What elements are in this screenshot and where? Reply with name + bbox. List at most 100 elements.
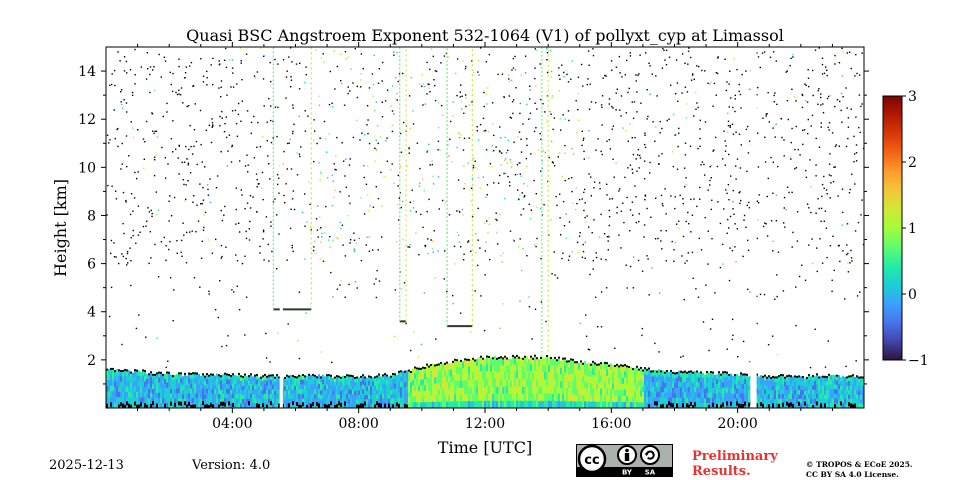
noise-point: [125, 102, 128, 104]
pbl-cell: [200, 380, 202, 386]
pbl-cell: [168, 387, 170, 394]
pbl-column: [128, 370, 130, 408]
pbl-cell: [648, 385, 650, 392]
pbl-cell: [536, 393, 538, 402]
noise-point: [482, 130, 485, 132]
noise-point: [304, 225, 306, 227]
pbl-cell: [304, 403, 306, 408]
noise-point: [549, 49, 552, 52]
noise-point: [317, 205, 319, 207]
pbl-cell: [392, 393, 394, 399]
pbl-top-edge: [248, 375, 250, 378]
noise-point: [426, 210, 428, 213]
pbl-cell: [518, 379, 520, 387]
pbl-cell: [714, 398, 716, 404]
noise-point: [374, 147, 376, 149]
pbl-cell: [164, 388, 166, 394]
pbl-cell: [660, 392, 662, 398]
noise-point: [732, 133, 735, 135]
pbl-cell: [680, 397, 682, 404]
noise-point: [402, 72, 404, 75]
pbl-cell: [378, 393, 380, 399]
noise-point: [845, 145, 848, 148]
pbl-bottom-edge: [688, 404, 690, 408]
noise-point: [677, 145, 679, 148]
pbl-cell: [454, 401, 456, 408]
noise-point: [775, 220, 778, 222]
pbl-column: [244, 373, 246, 408]
pbl-cell: [664, 387, 666, 394]
pbl-cell: [498, 379, 500, 388]
pbl-top-edge: [152, 373, 154, 376]
pbl-cell: [282, 395, 284, 400]
pbl-column: [282, 378, 284, 408]
noise-point: [639, 54, 641, 56]
noise-point: [400, 288, 403, 290]
noise-point: [154, 156, 156, 158]
pbl-column: [132, 372, 134, 408]
pbl-cell: [692, 392, 694, 399]
pbl-cell: [650, 397, 652, 404]
noise-point: [528, 118, 530, 120]
pbl-column: [546, 355, 548, 408]
pbl-cell: [232, 379, 234, 385]
pbl-cell: [550, 400, 552, 408]
pbl-column: [416, 367, 418, 408]
pbl-cell: [576, 375, 578, 383]
pbl-cell: [438, 383, 440, 390]
pbl-column: [122, 370, 124, 408]
pbl-cell: [470, 387, 472, 395]
pbl-cell: [460, 401, 462, 408]
noise-point: [160, 241, 163, 243]
noise-point: [652, 121, 654, 123]
noise-point: [563, 71, 565, 74]
noise-point: [735, 178, 737, 180]
pbl-cell: [626, 366, 628, 373]
pbl-bottom-edge: [748, 402, 750, 407]
pbl-cell: [188, 388, 190, 394]
noise-layer: [106, 47, 864, 369]
pbl-cell: [680, 402, 682, 408]
pbl-cell: [630, 372, 632, 379]
pbl-bottom-edge: [156, 403, 158, 408]
noise-point: [120, 89, 123, 91]
noise-point: [851, 260, 853, 262]
pbl-cell: [450, 388, 452, 396]
noise-point: [699, 186, 701, 189]
noise-point: [664, 188, 666, 190]
pbl-cell: [236, 389, 238, 395]
noise-point: [276, 268, 278, 270]
pbl-cell: [242, 376, 244, 382]
pbl-cell: [702, 377, 704, 384]
noise-point: [635, 158, 637, 160]
pbl-cell: [582, 401, 584, 408]
noise-point: [182, 222, 184, 224]
pbl-cell: [110, 385, 112, 392]
pbl-top-edge: [512, 354, 514, 357]
noise-point: [808, 85, 810, 88]
noise-point: [202, 187, 204, 189]
pbl-bottom-edge: [360, 403, 362, 408]
pbl-cell: [422, 367, 424, 374]
pbl-cell: [418, 402, 420, 408]
pbl-top-edge: [768, 375, 770, 378]
noise-point: [529, 89, 531, 91]
noise-point: [757, 219, 759, 221]
noise-point: [437, 250, 439, 252]
pbl-cell: [508, 401, 510, 408]
noise-point: [245, 296, 248, 298]
noise-point: [746, 170, 748, 173]
pbl-cell: [222, 393, 224, 399]
pbl-cell: [418, 391, 420, 398]
pbl-cell: [652, 387, 654, 393]
noise-point: [846, 244, 848, 246]
noise-point: [559, 217, 561, 219]
noise-point: [210, 64, 212, 66]
pbl-cell: [718, 377, 720, 383]
noise-point: [117, 51, 119, 53]
noise-point: [732, 208, 734, 210]
noise-point: [644, 132, 646, 134]
noise-point: [607, 240, 609, 242]
noise-point: [850, 257, 853, 259]
pbl-cell: [348, 375, 350, 381]
